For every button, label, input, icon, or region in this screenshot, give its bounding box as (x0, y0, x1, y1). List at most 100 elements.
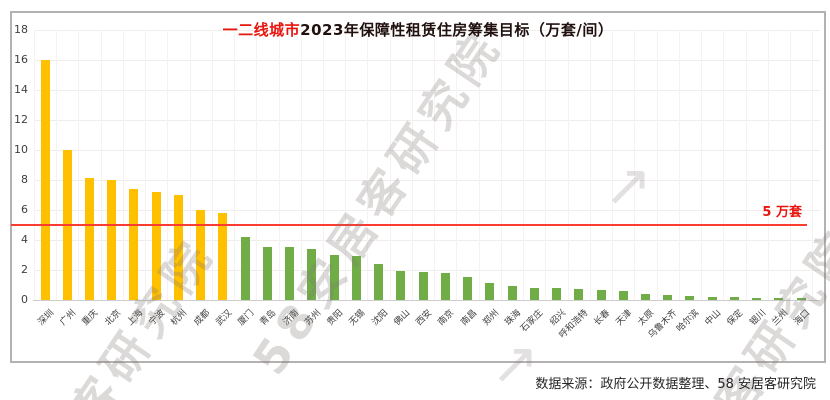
y-axis-tick-label: 2 (21, 263, 28, 276)
chart-bar (663, 295, 673, 300)
v-gridline (678, 30, 680, 300)
v-gridline (411, 30, 413, 300)
x-axis-label: 西安 (414, 308, 435, 328)
x-axis-label: 沈阳 (369, 308, 390, 328)
chart-bar (262, 247, 272, 300)
v-gridline (167, 30, 169, 300)
y-axis-tick-label: 16 (14, 53, 28, 66)
chart-bar (173, 195, 183, 300)
h-gridline (34, 180, 820, 181)
y-axis-tick-label: 6 (21, 203, 28, 216)
v-gridline (145, 30, 147, 300)
chart-bar (640, 294, 650, 300)
chart-bar (529, 288, 539, 300)
chart-bar (307, 249, 317, 300)
v-gridline (589, 30, 591, 300)
chart-bar (351, 256, 361, 300)
v-gridline (500, 30, 502, 300)
y-axis-tick-label: 10 (14, 143, 28, 156)
v-gridline (323, 30, 324, 300)
v-gridline (567, 30, 569, 300)
x-axis-line (33, 300, 820, 301)
chart-bar (707, 297, 717, 300)
h-gridline (34, 150, 820, 151)
v-gridline (767, 30, 769, 300)
y-axis-tick-label: 4 (21, 233, 28, 246)
x-axis-label: 北京 (103, 308, 123, 328)
x-axis-label: 天津 (614, 308, 635, 328)
chart-bar (285, 247, 295, 300)
x-axis-label: 南京 (436, 308, 457, 328)
x-axis-label: 银川 (748, 308, 768, 328)
chart-bar (507, 286, 517, 300)
v-gridline (189, 30, 191, 300)
reference-line-label: 5 万套 (762, 205, 802, 220)
x-axis-label: 南昌 (458, 308, 479, 328)
x-axis-label: 兰州 (770, 308, 791, 328)
h-gridline (34, 120, 820, 121)
chart-bar (374, 264, 384, 300)
data-source-note: 数据来源：政府公开数据整理、58 安居客研究院 (535, 377, 816, 392)
y-axis-tick-label: 12 (14, 113, 28, 126)
x-axis-label: 中山 (703, 308, 724, 328)
v-gridline (478, 30, 480, 300)
chart-bar (151, 192, 161, 300)
x-axis-label: 郑州 (481, 308, 502, 328)
x-axis-label: 成都 (192, 308, 212, 328)
h-gridline (34, 210, 820, 211)
chart-bar (440, 273, 450, 300)
v-gridline (278, 30, 280, 300)
v-gridline (100, 30, 102, 300)
v-gridline (345, 30, 347, 300)
x-axis-label: 武汉 (214, 308, 235, 328)
chart-bar (218, 213, 228, 300)
v-gridline (545, 30, 547, 300)
x-axis-label: 广州 (58, 308, 79, 328)
v-gridline (701, 30, 703, 300)
v-gridline (790, 30, 792, 300)
chart-bar (84, 178, 94, 300)
chart-bar (685, 296, 695, 300)
v-gridline (367, 30, 369, 300)
chart-title: 一二线城市2023年保障性租赁住房筹集目标（万套/间） (10, 19, 826, 40)
chart-bar (574, 289, 584, 300)
chart-bar (107, 180, 117, 300)
x-axis-label: 海口 (792, 308, 813, 328)
x-axis-label: 厦门 (236, 308, 257, 328)
x-axis-label: 贵阳 (325, 308, 346, 328)
x-axis-label: 佛山 (392, 308, 413, 328)
h-gridline (34, 60, 820, 61)
x-axis-label: 石家庄 (519, 308, 546, 335)
chart-bar (396, 271, 406, 300)
reference-line (11, 224, 807, 226)
chart-bar (329, 255, 339, 300)
chart-bar (240, 237, 250, 300)
v-gridline (122, 30, 124, 300)
h-gridline (34, 240, 820, 241)
v-gridline (812, 30, 814, 300)
chart-bar (418, 272, 428, 300)
chart-bar (196, 210, 206, 300)
v-gridline (300, 30, 302, 300)
x-axis-label: 苏州 (303, 308, 324, 328)
chart-bar (552, 288, 562, 300)
chart-title-highlight: 一二线城市 (222, 21, 301, 39)
x-axis-label: 重庆 (80, 308, 101, 328)
v-gridline (612, 30, 614, 300)
v-gridline (456, 30, 458, 300)
v-gridline (234, 30, 236, 300)
x-axis-label: 无锡 (347, 308, 368, 328)
chart-bar (752, 298, 762, 300)
chart-bar (463, 277, 473, 300)
x-axis-label: 济南 (281, 308, 301, 328)
x-axis-label: 上海 (125, 308, 146, 328)
v-gridline (389, 30, 391, 300)
y-axis-tick-label: 14 (14, 83, 28, 96)
v-gridline (634, 30, 636, 300)
x-axis-label: 哈尔滨 (674, 308, 702, 335)
v-gridline (723, 30, 725, 300)
y-axis-tick-label: 18 (14, 23, 28, 36)
x-axis-label: 深圳 (36, 308, 57, 328)
x-axis-label: 青岛 (258, 308, 279, 328)
